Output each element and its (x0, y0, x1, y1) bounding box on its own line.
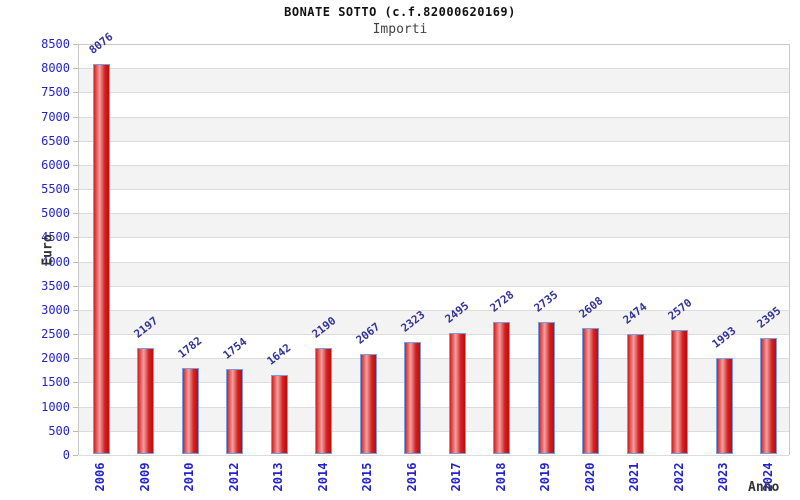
bar (448, 333, 466, 454)
bar (582, 327, 600, 454)
y-axis-tick-mark (73, 358, 78, 360)
y-axis-tick-mark (73, 455, 78, 456)
y-axis-tick-label: 0 (62, 448, 70, 462)
y-axis-tick-mark (73, 406, 78, 408)
y-axis-tick-label: 4500 (41, 230, 70, 245)
grid-band (79, 214, 789, 239)
x-axis-tick-label: 2014 (315, 462, 330, 492)
bar (137, 347, 155, 454)
y-axis-tick-label: 8000 (41, 61, 70, 76)
y-axis-tick-label: 1000 (41, 399, 70, 414)
grid-band (79, 93, 789, 118)
y-axis-tick-label: 5500 (41, 182, 70, 197)
x-axis-tick-label: 2013 (271, 462, 286, 492)
y-axis-tick-label: 7500 (41, 85, 70, 100)
y-axis-tick-mark (73, 430, 78, 432)
bar (315, 348, 333, 454)
y-axis-tick-label: 2000 (41, 351, 70, 366)
bar (537, 321, 555, 454)
grid-band (79, 238, 789, 263)
y-axis-title: Euro (40, 234, 56, 266)
y-axis-tick-mark (73, 309, 78, 311)
grid-band (79, 310, 789, 336)
x-axis-title: Anno (748, 480, 780, 495)
bar (181, 367, 199, 454)
x-axis-tick-label: 2018 (493, 462, 508, 492)
grid-band (79, 335, 789, 360)
y-axis-tick-label: 500 (48, 423, 70, 438)
x-axis-tick-label: 2009 (137, 462, 152, 492)
x-axis-tick-label: 2021 (627, 462, 642, 492)
y-axis-tick-mark (73, 189, 78, 191)
bar (404, 341, 422, 454)
bar (270, 374, 288, 454)
x-axis-tick-label: 2015 (360, 462, 375, 492)
chart-title: BONATE SOTTO (c.f.82000620169) (284, 5, 516, 19)
grid-band (79, 117, 789, 142)
grid-band (79, 45, 789, 70)
x-axis-tick-label: 2020 (582, 462, 597, 492)
x-axis-tick-label: 2023 (716, 462, 731, 492)
y-axis-tick-label: 4000 (41, 254, 70, 269)
grid-band (79, 190, 789, 215)
bar (92, 63, 110, 454)
y-axis-tick-mark (73, 44, 78, 45)
grid-band (79, 165, 789, 191)
y-axis-tick-mark (73, 68, 78, 70)
bar (226, 369, 244, 454)
bar (715, 357, 733, 454)
y-axis-tick-label: 7000 (41, 109, 70, 124)
y-axis-tick-mark (73, 213, 78, 215)
grid-band (79, 141, 789, 166)
y-axis-tick-label: 8500 (41, 37, 70, 51)
chart-subtitle: Importi (372, 22, 428, 37)
grid-band (79, 69, 789, 94)
grid-band (79, 262, 789, 287)
x-axis-tick-label: 2017 (449, 462, 464, 492)
y-axis-tick-label: 6500 (41, 133, 70, 148)
y-axis-tick-label: 3500 (41, 278, 70, 293)
grid-band (79, 286, 789, 311)
y-axis-tick-label: 3000 (41, 302, 70, 317)
bar (493, 322, 511, 454)
y-axis-tick-mark (73, 140, 78, 142)
y-axis-tick-label: 1500 (41, 375, 70, 390)
x-axis-tick-label: 2006 (93, 462, 108, 492)
bar (359, 354, 377, 454)
x-axis-tick-label: 2016 (404, 462, 419, 492)
bar (671, 329, 689, 454)
x-axis-tick-label: 2010 (182, 462, 197, 492)
x-axis-tick-label: 2019 (538, 462, 553, 492)
y-axis-tick-mark (73, 164, 78, 166)
y-axis-tick-mark (73, 382, 78, 384)
y-axis-tick-label: 2500 (41, 327, 70, 342)
y-axis-tick-mark (73, 261, 78, 263)
y-axis-tick-label: 6000 (41, 157, 70, 172)
bar (626, 334, 644, 454)
plot-area: 8076 2197 1782 1754 1642 2190 2067 2323 2495 2728… (78, 30, 790, 456)
bar (760, 338, 778, 454)
x-axis-tick-label: 2012 (226, 462, 241, 492)
y-axis-tick-label: 5000 (41, 206, 70, 221)
y-axis-tick-mark (73, 285, 78, 287)
y-axis-tick-mark (73, 334, 78, 336)
y-axis-tick-mark (73, 116, 78, 118)
y-axis-tick-mark (73, 92, 78, 94)
y-axis-tick-mark (73, 237, 78, 239)
x-axis-tick-label: 2022 (671, 462, 686, 492)
